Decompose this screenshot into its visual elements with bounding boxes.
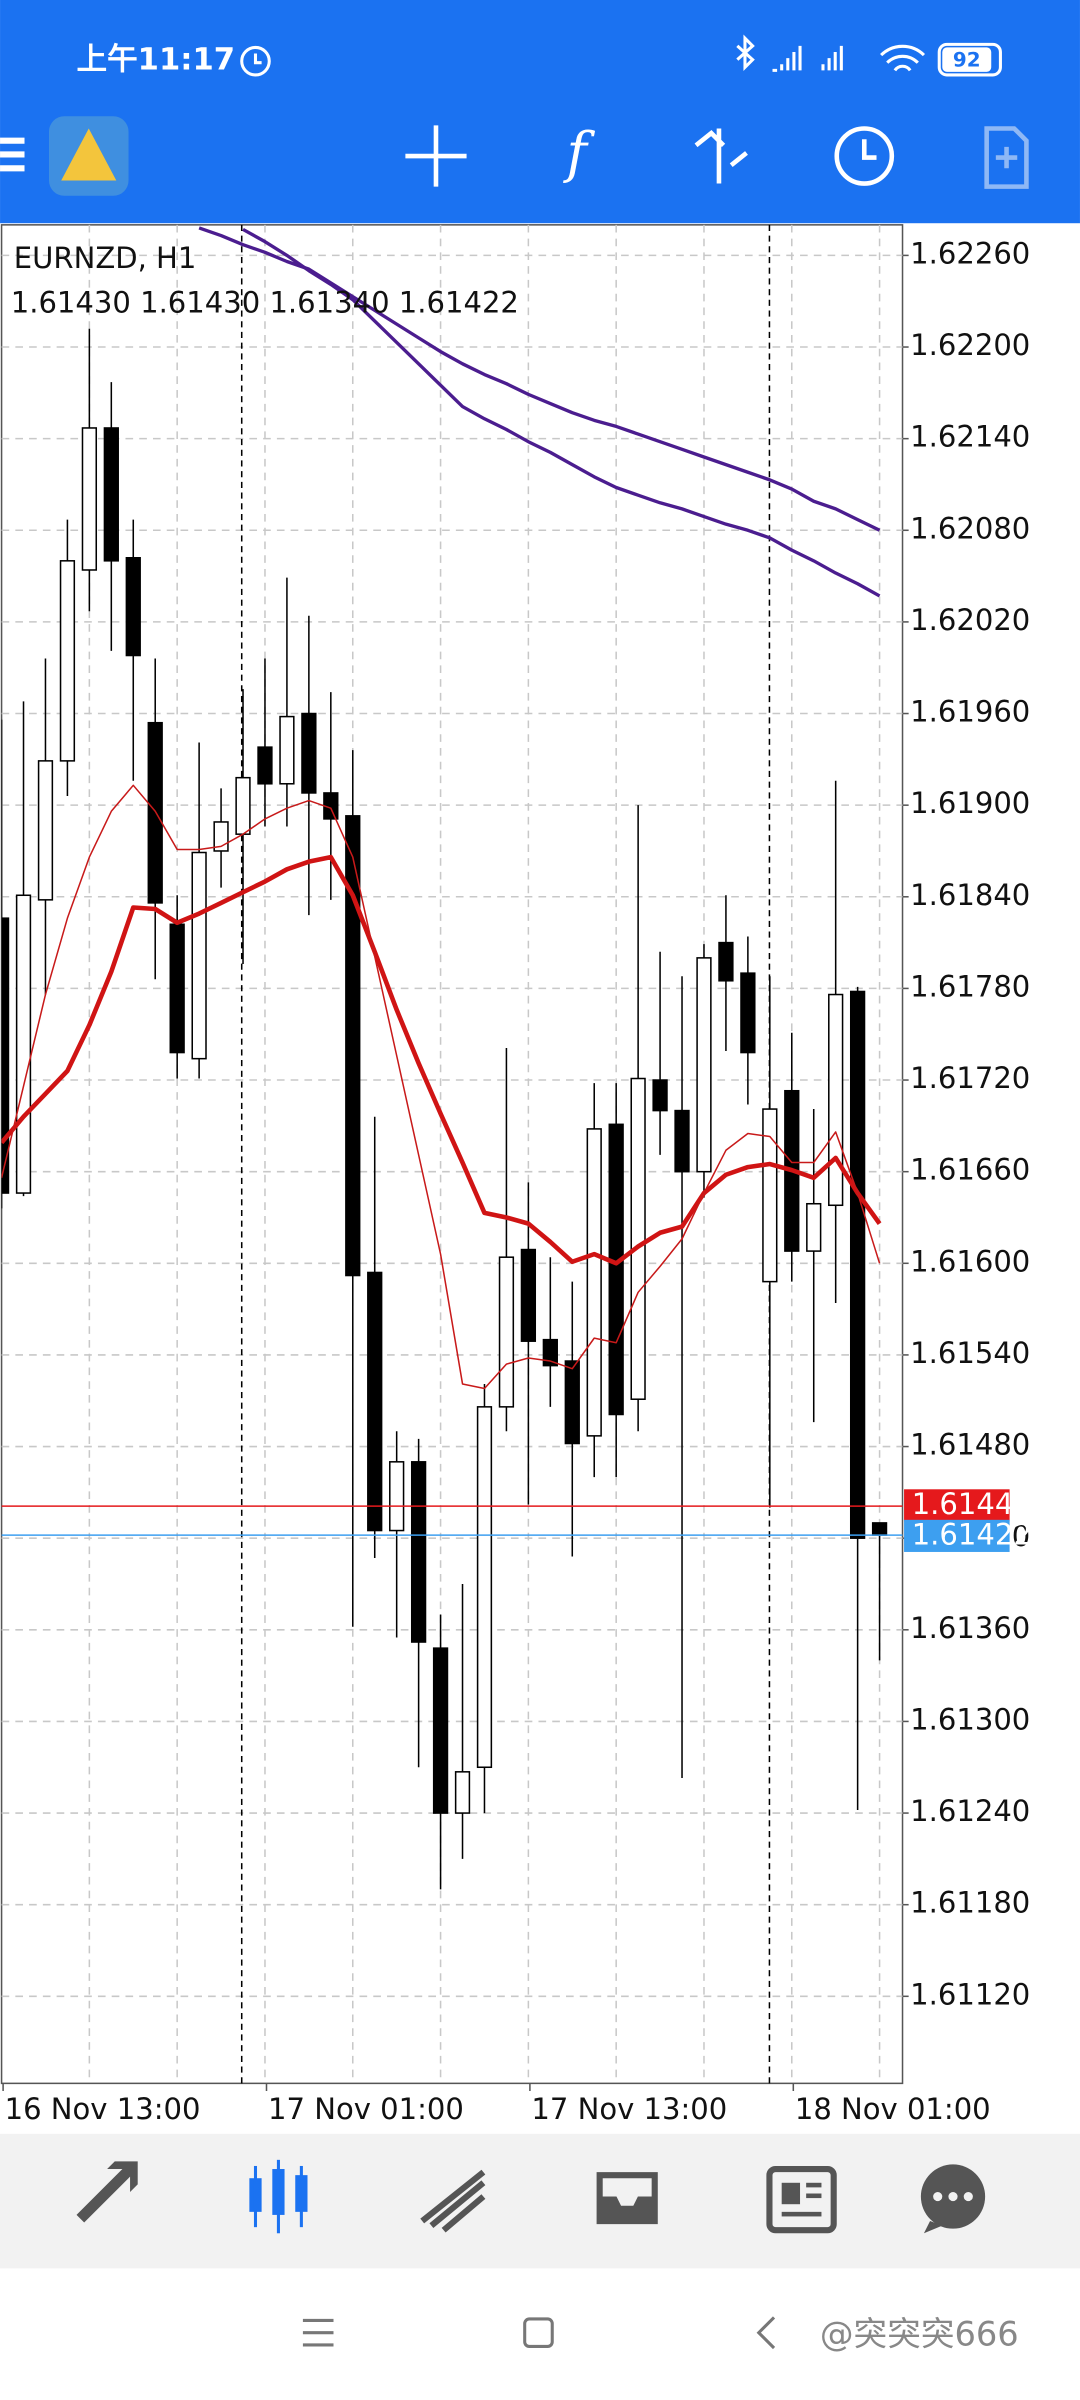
- y-tick-label: 1.61480: [910, 1428, 1030, 1462]
- candle-body: [301, 712, 317, 794]
- price-label: 1.61441: [912, 1487, 1032, 1521]
- candle-body: [542, 1338, 558, 1367]
- candle-body: [454, 1771, 471, 1814]
- nav-buttons[interactable]: [302, 2316, 776, 2350]
- axes: 1.62260 1.62200 1.62140 1.62080 1.62020 1.619…: [2, 236, 1032, 2126]
- moving-average: [1, 784, 881, 1390]
- status-time: 上午11:17: [77, 43, 236, 78]
- moving-average: [1, 854, 882, 1266]
- candle-body: [630, 1077, 646, 1400]
- candle-body: [235, 776, 251, 835]
- candle-body: [81, 427, 98, 571]
- candle-body: [520, 1248, 537, 1342]
- menu-button[interactable]: [0, 137, 25, 172]
- candle-body: [740, 972, 756, 1054]
- y-tick-label: 1.61840: [910, 878, 1030, 912]
- y-tick-label: 1.61180: [910, 1886, 1030, 1920]
- chart-background: [0, 223, 1080, 2134]
- candle-body: [389, 1461, 405, 1532]
- candle-body: [564, 1360, 580, 1445]
- watermark: @突突突666: [820, 2314, 1019, 2353]
- y-tick-label: 1.62140: [910, 420, 1030, 454]
- y-tick-label: 1.61120: [910, 1977, 1030, 2011]
- candle-body: [103, 427, 119, 562]
- price-label-box: [904, 1519, 1010, 1552]
- app-logo-mark: [61, 128, 117, 181]
- candle-body: [59, 560, 76, 762]
- y-tick-label: 1.61780: [910, 969, 1030, 1003]
- candle-body: [586, 1128, 602, 1437]
- candle-body: [871, 1522, 888, 1536]
- y-tick-label: 1.61360: [910, 1611, 1030, 1645]
- candle-body: [257, 746, 273, 785]
- candle-body: [345, 815, 361, 1277]
- candle-body: [498, 1256, 515, 1408]
- y-tick-label: 1.62260: [910, 236, 1030, 270]
- y-tick-label: 1.61600: [910, 1244, 1030, 1278]
- candle-body: [169, 923, 185, 1054]
- battery-fill: [942, 47, 992, 72]
- candle-body: [476, 1406, 493, 1769]
- tab-bar: [0, 2133, 1080, 2269]
- candle-body: [696, 957, 712, 1173]
- candle-body: [37, 760, 54, 901]
- candle-body: [125, 557, 141, 657]
- candle-body: [849, 990, 866, 1539]
- candle-body: [608, 1123, 624, 1416]
- toolbar-icons[interactable]: [405, 125, 1029, 189]
- y-tick-label: 1.61240: [910, 1794, 1030, 1828]
- candle-body: [1, 917, 10, 1194]
- tab-icons[interactable]: [76, 2159, 986, 2234]
- battery-level: 92: [953, 49, 981, 72]
- x-tick-label: 18 Nov 01:00: [795, 2092, 991, 2126]
- y-tick-label: 1.61960: [910, 695, 1030, 729]
- y-tick-label: 1.61660: [910, 1153, 1030, 1187]
- candle-body: [279, 715, 295, 785]
- y-tick-label: 1.62200: [910, 328, 1030, 362]
- moving-average: [242, 227, 881, 598]
- y-tick-label: 1.61540: [910, 1336, 1030, 1370]
- y-tick-label: 1.61300: [910, 1702, 1030, 1736]
- candle-body: [367, 1271, 383, 1532]
- grid: [1, 224, 903, 2084]
- candle-body: [15, 894, 32, 1194]
- y-tick-label: 1.62080: [910, 511, 1030, 545]
- x-tick-label: 16 Nov 13:00: [5, 2092, 201, 2126]
- symbol-title: EURNZD, H1: [14, 241, 197, 275]
- x-tick-label: 17 Nov 13:00: [531, 2092, 727, 2126]
- status-icons: [240, 34, 1002, 77]
- candle-body: [674, 1109, 690, 1173]
- candle-body: [806, 1202, 822, 1252]
- ohlc-info: 1.61430 1.61430 1.61340 1.61422: [11, 285, 519, 319]
- y-tick-label: 1.61720: [910, 1061, 1030, 1095]
- x-tick-label: 17 Nov 01:00: [268, 2092, 464, 2126]
- candle-body: [191, 851, 207, 1060]
- nav-bar: [0, 2268, 1080, 2400]
- candle-body: [410, 1461, 427, 1643]
- candle-body: [828, 993, 844, 1207]
- candle-body: [432, 1647, 449, 1814]
- y-tick-label: 1.62020: [910, 603, 1030, 637]
- candle-body: [718, 941, 734, 982]
- y-tick-label: 1.61900: [910, 786, 1030, 820]
- plot: [1, 226, 903, 1890]
- price-label: 1.61422: [912, 1518, 1032, 1552]
- candle-body: [762, 1108, 778, 1283]
- app-bar: [0, 0, 1080, 224]
- price-label-box: [904, 1489, 1010, 1522]
- candle-body: [652, 1079, 668, 1112]
